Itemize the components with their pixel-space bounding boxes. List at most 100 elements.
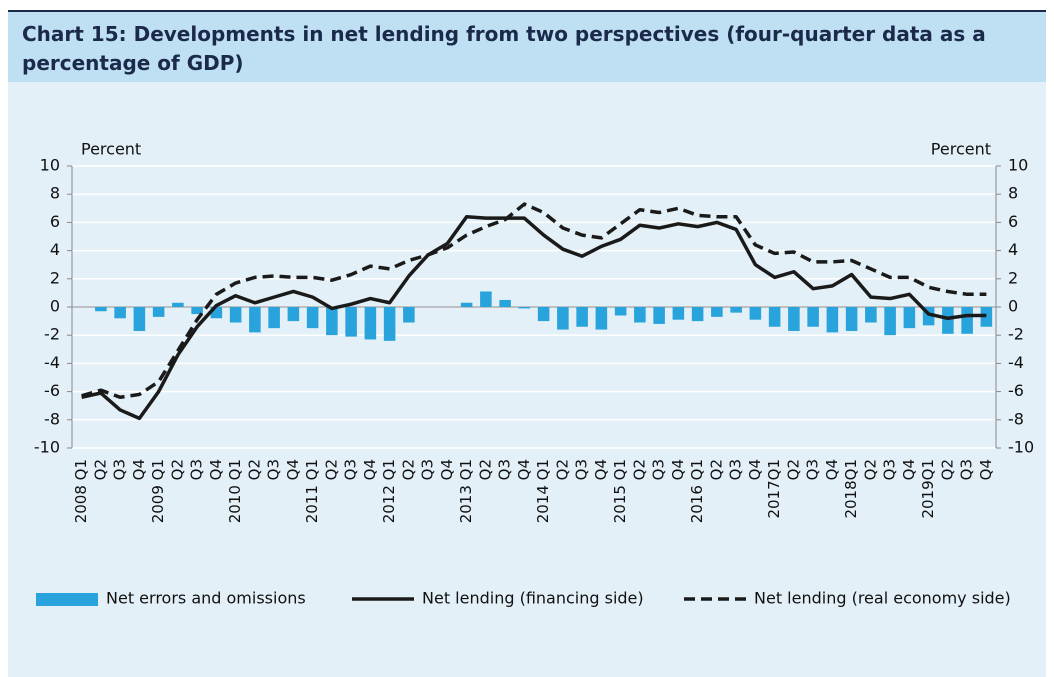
y2-tick-label: 10 [1008, 156, 1028, 175]
x-tick-label: Q2 [399, 459, 417, 480]
x-tick-label: Q4 [284, 459, 302, 480]
bar [306, 307, 319, 329]
x-tick-label: Q3 [265, 459, 283, 480]
x-tick-label: 2014 Q1 [534, 459, 552, 523]
bar [807, 307, 819, 327]
x-tick-label: Q3 [958, 459, 976, 480]
x-tick-label: Q4 [669, 459, 687, 480]
x-tick-label: Q2 [938, 459, 956, 480]
bar [749, 307, 762, 320]
x-tick-label: Q2 [245, 459, 263, 480]
bar [229, 307, 242, 323]
y2-tick-label: 8 [1008, 184, 1018, 203]
bar [518, 307, 531, 309]
y-tick-label: 8 [50, 184, 60, 203]
bar [903, 307, 916, 329]
x-tick-label: Q4 [515, 459, 533, 480]
x-tick-label: Q2 [553, 459, 571, 480]
bar [826, 307, 839, 333]
y2-tick-label: 4 [1008, 240, 1018, 259]
y2-tick-label: -8 [1008, 409, 1024, 428]
x-tick-label: Q3 [111, 459, 129, 480]
x-tick-label: 2012 Q1 [380, 459, 398, 523]
bar [287, 307, 300, 322]
x-tick-label: Q2 [476, 459, 494, 480]
bar [133, 307, 146, 331]
bar [499, 299, 511, 307]
x-tick-label: Q3 [342, 459, 360, 480]
y2-tick-label: 0 [1008, 297, 1018, 316]
x-tick-label: 2010 Q1 [226, 459, 244, 523]
x-tick-label: Q4 [900, 459, 918, 480]
x-tick-label: Q3 [650, 459, 668, 480]
x-tick-label: 2008 Q1 [72, 459, 90, 523]
y-tick-label: 6 [50, 212, 60, 231]
x-tick-label: 2013 Q1 [457, 459, 475, 523]
y2-tick-label: 6 [1008, 212, 1018, 231]
bar [691, 307, 704, 322]
y2-tick-label: -4 [1008, 353, 1024, 372]
bar [268, 307, 280, 329]
bar [172, 302, 184, 307]
bar [95, 307, 107, 312]
chart-panel: Chart 15: Developments in net lending fr… [8, 10, 1046, 677]
x-tick-label: Q2 [707, 459, 725, 480]
bar [595, 307, 608, 330]
x-tick-label: 2016 Q1 [688, 459, 706, 523]
bar [345, 307, 357, 337]
y-tick-label: -2 [44, 325, 60, 344]
bar [537, 307, 550, 322]
x-tick-label: Q3 [804, 459, 822, 480]
x-tick-label: Q3 [188, 459, 206, 480]
legend-swatch [36, 593, 98, 606]
x-tick-label: 2011 Q1 [303, 459, 321, 523]
x-tick-label: Q4 [746, 459, 764, 480]
bar [884, 307, 896, 336]
x-tick-label: Q4 [207, 459, 225, 480]
x-tick-label: 2009 Q1 [149, 459, 167, 523]
bar [672, 307, 685, 320]
x-tick-label: Q4 [977, 459, 995, 480]
x-tick-label: 2019Q1 [919, 459, 937, 519]
x-tick-label: Q3 [419, 459, 437, 480]
y-tick-label: 4 [50, 240, 60, 259]
y-tick-label: 10 [40, 156, 60, 175]
bar [114, 307, 126, 319]
legend-label: Net lending (financing side) [422, 589, 644, 608]
bar [711, 307, 723, 317]
x-tick-label: Q3 [727, 459, 745, 480]
y2-tick-label: -10 [1008, 438, 1034, 457]
bar [557, 307, 569, 330]
x-tick-label: Q2 [168, 459, 186, 480]
x-tick-label: Q2 [861, 459, 879, 480]
line [81, 215, 987, 421]
y-tick-label: 2 [50, 268, 60, 287]
x-tick-label: 2017Q1 [765, 459, 783, 519]
x-tick-label: Q4 [438, 459, 456, 480]
bar [614, 307, 627, 316]
bar [653, 307, 665, 324]
bar [865, 307, 877, 323]
bar [634, 307, 646, 323]
x-tick-label: Q3 [573, 459, 591, 480]
bar [961, 307, 973, 334]
x-tick-label: Q2 [630, 459, 648, 480]
y-tick-label: -10 [34, 438, 60, 457]
bar [845, 307, 858, 331]
x-tick-label: Q4 [592, 459, 610, 480]
y2-tick-label: -2 [1008, 325, 1024, 344]
legend-label: Net errors and omissions [106, 589, 306, 608]
y-tick-label: 0 [50, 297, 60, 316]
x-tick-label: Q4 [361, 459, 379, 480]
bar [210, 307, 223, 319]
y-tick-label: -6 [44, 381, 60, 400]
bar [922, 307, 935, 326]
x-tick-label: Q4 [823, 459, 841, 480]
bar [942, 307, 954, 334]
x-tick-label: 2018Q1 [842, 459, 860, 519]
bar [403, 307, 415, 323]
bar [768, 307, 781, 327]
y-axis-label: Percent [81, 140, 141, 159]
bar [152, 307, 165, 317]
x-tick-label: Q3 [881, 459, 899, 480]
